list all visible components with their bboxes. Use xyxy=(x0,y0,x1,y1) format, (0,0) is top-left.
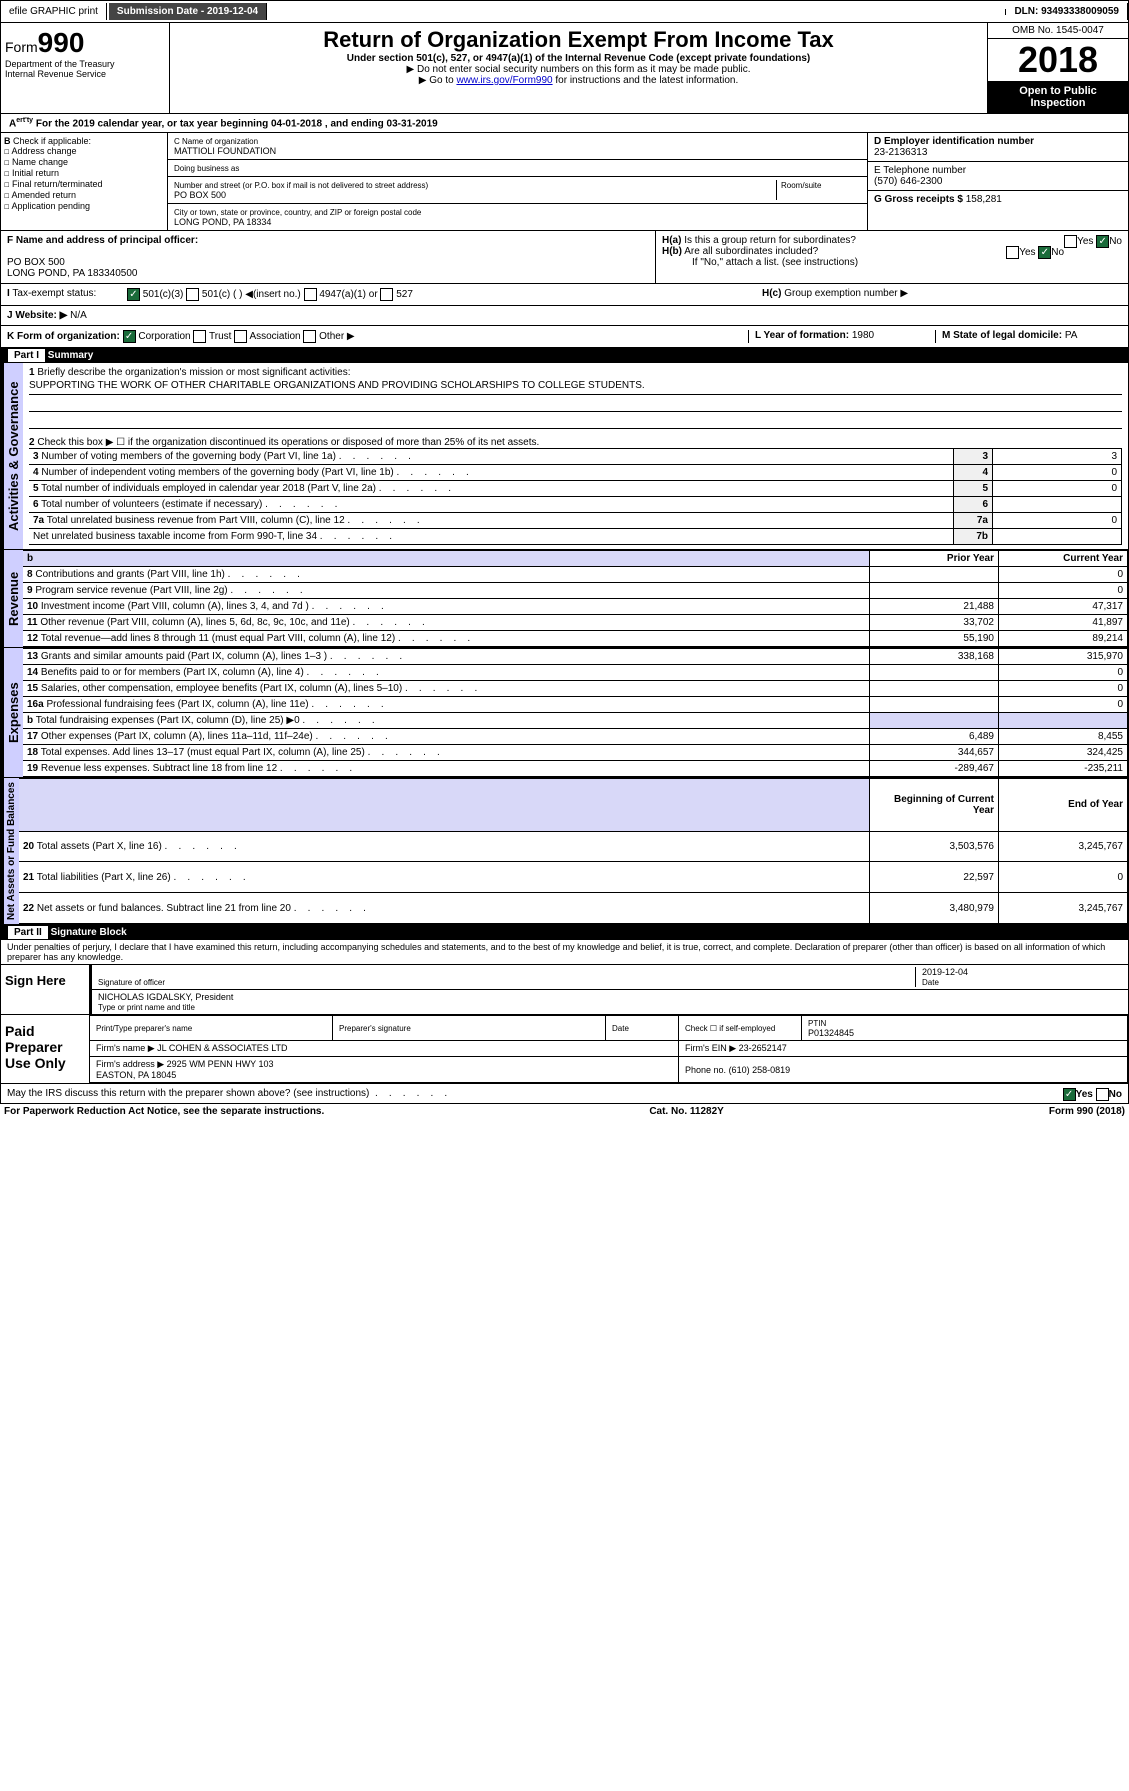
print-button[interactable]: Submission Date - 2019-12-04 xyxy=(109,3,267,20)
vert-net: Net Assets or Fund Balances xyxy=(1,778,19,924)
perjury: Under penalties of perjury, I declare th… xyxy=(0,940,1129,965)
line-j: J Website: ▶ N/A xyxy=(0,306,1129,326)
note-ssn: ▶ Do not enter social security numbers o… xyxy=(174,64,983,75)
line-i: I Tax-exempt status: ✓ 501(c)(3) 501(c) … xyxy=(0,284,1129,306)
footer-mid: Cat. No. 11282Y xyxy=(649,1106,723,1117)
paid-prep-label: Paid Preparer Use Only xyxy=(1,1015,89,1083)
part1-exp: Expenses 13 Grants and similar amounts p… xyxy=(0,648,1129,778)
part2-header: Part II Signature Block xyxy=(0,925,1129,940)
paid-preparer-block: Paid Preparer Use Only Print/Type prepar… xyxy=(0,1015,1129,1084)
note-goto: ▶ Go to www.irs.gov/Form990 for instruct… xyxy=(174,75,983,86)
line-klm: K Form of organization: ✓ Corporation Tr… xyxy=(0,326,1129,348)
sign-here-block: Sign Here Signature of officer2019-12-04… xyxy=(0,965,1129,1015)
line-a: Aert'ty For the 2019 calendar year, or t… xyxy=(0,114,1129,133)
efile-label: efile GRAPHIC print xyxy=(1,3,107,20)
table-rev: bPrior YearCurrent Year8 Contributions a… xyxy=(23,550,1128,647)
col-b: B Check if applicable: ☐ Address change … xyxy=(1,133,168,230)
vert-gov: Activities & Governance xyxy=(1,363,23,549)
vert-rev: Revenue xyxy=(1,550,23,647)
open-public: Open to Public Inspection xyxy=(988,81,1128,113)
section-bcdeg: B Check if applicable: ☐ Address change … xyxy=(0,133,1129,231)
top-bar: efile GRAPHIC print Submission Date - 20… xyxy=(0,0,1129,23)
col-deg: D Employer identification number23-21363… xyxy=(867,133,1128,230)
table-net: Beginning of Current YearEnd of Year20 T… xyxy=(19,778,1128,924)
form-header: Form990 Department of the Treasury Inter… xyxy=(0,23,1129,114)
h-cell: H(a) Is this a group return for subordin… xyxy=(655,231,1128,283)
title-cell: Return of Organization Exempt From Incom… xyxy=(170,23,987,113)
sign-here-label: Sign Here xyxy=(1,965,89,1014)
vert-exp: Expenses xyxy=(1,648,23,777)
footer-right: Form 990 (2018) xyxy=(1049,1106,1125,1117)
part1-header: Part I Summary xyxy=(0,348,1129,363)
f-cell: F Name and address of principal officer:… xyxy=(1,231,655,283)
discuss-row: May the IRS discuss this return with the… xyxy=(0,1084,1129,1104)
footer-left: For Paperwork Reduction Act Notice, see … xyxy=(4,1106,324,1117)
footer: For Paperwork Reduction Act Notice, see … xyxy=(0,1104,1129,1119)
subtitle: Under section 501(c), 527, or 4947(a)(1)… xyxy=(174,53,983,64)
dln: DLN: 93493338009059 xyxy=(1006,3,1128,20)
mission-text: SUPPORTING THE WORK OF OTHER CHARITABLE … xyxy=(29,380,1122,395)
part1-gov: Activities & Governance 1 Briefly descri… xyxy=(0,363,1129,550)
part1-net: Net Assets or Fund Balances Beginning of… xyxy=(0,778,1129,925)
preparer-table: Print/Type preparer's name Preparer's si… xyxy=(89,1015,1128,1083)
col-c: C Name of organizationMATTIOLI FOUNDATIO… xyxy=(168,133,867,230)
form-number-cell: Form990 Department of the Treasury Inter… xyxy=(1,23,170,113)
dept-treasury: Department of the Treasury Internal Reve… xyxy=(5,59,165,79)
spacer xyxy=(269,9,1006,15)
omb-number: OMB No. 1545-0047 xyxy=(988,23,1128,39)
table-gov: 3 Number of voting members of the govern… xyxy=(29,448,1122,545)
omb-cell: OMB No. 1545-0047 2018 Open to Public In… xyxy=(987,23,1128,113)
tax-year: 2018 xyxy=(988,39,1128,81)
part1-rev: Revenue bPrior YearCurrent Year8 Contrib… xyxy=(0,550,1129,648)
section-fh: F Name and address of principal officer:… xyxy=(0,231,1129,284)
table-exp: 13 Grants and similar amounts paid (Part… xyxy=(23,648,1128,777)
irs-link[interactable]: www.irs.gov/Form990 xyxy=(456,75,552,86)
main-title: Return of Organization Exempt From Incom… xyxy=(174,27,983,53)
